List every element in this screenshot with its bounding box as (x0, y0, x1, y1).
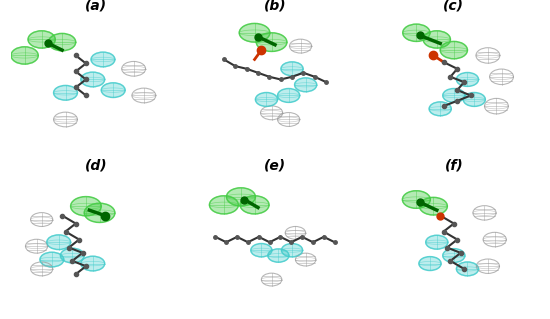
Ellipse shape (11, 47, 38, 64)
Ellipse shape (281, 62, 303, 76)
Ellipse shape (282, 243, 303, 257)
Ellipse shape (101, 83, 125, 98)
Ellipse shape (443, 249, 465, 263)
Ellipse shape (443, 89, 465, 102)
Title: (a): (a) (85, 0, 107, 13)
Ellipse shape (70, 197, 101, 216)
Ellipse shape (240, 196, 269, 214)
Ellipse shape (40, 252, 64, 267)
Ellipse shape (81, 256, 104, 271)
Ellipse shape (419, 256, 441, 271)
Ellipse shape (28, 31, 56, 48)
Ellipse shape (91, 52, 115, 67)
Ellipse shape (456, 72, 478, 86)
Ellipse shape (423, 31, 450, 48)
Ellipse shape (256, 33, 287, 51)
Ellipse shape (251, 243, 272, 257)
Ellipse shape (210, 196, 238, 214)
Ellipse shape (295, 78, 317, 92)
Ellipse shape (440, 41, 467, 59)
Ellipse shape (255, 93, 278, 107)
Ellipse shape (84, 203, 115, 222)
Ellipse shape (420, 197, 447, 215)
Ellipse shape (426, 235, 448, 249)
Ellipse shape (60, 248, 84, 263)
Ellipse shape (81, 72, 104, 87)
Ellipse shape (48, 33, 76, 51)
Ellipse shape (403, 191, 430, 208)
Ellipse shape (456, 262, 478, 276)
Ellipse shape (239, 23, 270, 42)
Title: (f): (f) (444, 159, 463, 173)
Title: (d): (d) (85, 159, 107, 173)
Ellipse shape (278, 89, 300, 102)
Ellipse shape (227, 188, 255, 206)
Ellipse shape (463, 93, 485, 107)
Ellipse shape (429, 102, 452, 116)
Ellipse shape (47, 235, 70, 249)
Title: (e): (e) (264, 159, 286, 173)
Title: (c): (c) (443, 0, 464, 13)
Title: (b): (b) (263, 0, 287, 13)
Ellipse shape (268, 249, 289, 262)
Ellipse shape (403, 24, 430, 41)
Ellipse shape (53, 85, 78, 100)
